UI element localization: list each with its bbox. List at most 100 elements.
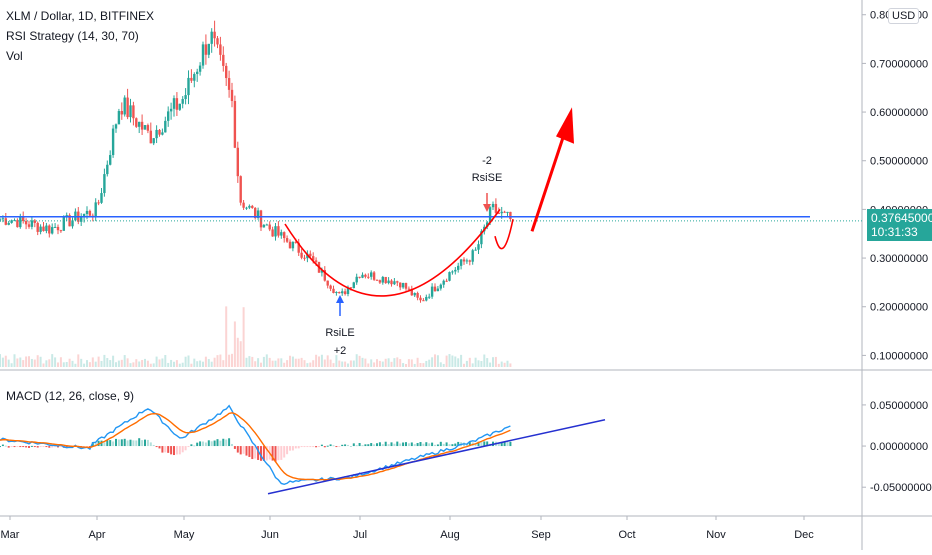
- volume-bar: [204, 356, 207, 367]
- volume-bar: [434, 354, 436, 367]
- macd-histogram-bar: [286, 446, 289, 455]
- macd-histogram-bar: [173, 446, 175, 456]
- candle-body: [36, 222, 39, 232]
- candle-body: [42, 226, 45, 232]
- volume-bar: [335, 355, 338, 367]
- macd-histogram-bar: [216, 439, 219, 447]
- time-tick-label: May: [174, 529, 195, 541]
- candle-body: [312, 256, 315, 261]
- candle-body: [254, 207, 257, 218]
- volume-bar: [112, 355, 115, 367]
- volume-bar: [431, 357, 434, 367]
- macd-title: MACD (12, 26, close, 9): [6, 389, 135, 403]
- macd-histogram-bar: [260, 446, 262, 461]
- candle-body: [390, 280, 393, 285]
- candle-body: [457, 265, 460, 270]
- macd-histogram-bar: [204, 442, 207, 447]
- macd-histogram-bar: [349, 445, 352, 447]
- price-tick-label: 0.20000000: [870, 302, 928, 314]
- candle-body: [497, 212, 500, 214]
- candle-body: [387, 280, 390, 284]
- candle-body: [80, 217, 83, 222]
- volume-bar: [22, 360, 25, 367]
- macd-histogram-bar: [413, 444, 416, 447]
- volume-bar: [239, 341, 242, 367]
- candle-body: [207, 43, 210, 55]
- volume-bar: [280, 358, 283, 367]
- volume-bar: [361, 357, 364, 367]
- volume-bar: [4, 355, 7, 367]
- macd-histogram-bar: [425, 442, 428, 447]
- macd-histogram-bar: [155, 446, 158, 448]
- volume-bar: [355, 354, 358, 367]
- volume-bar: [428, 359, 431, 367]
- macd-histogram-bar: [506, 441, 509, 447]
- candle-body: [138, 121, 141, 127]
- macd-histogram-bar: [274, 446, 277, 462]
- macd-histogram-bar: [120, 439, 123, 447]
- candle-body: [155, 129, 158, 139]
- candle-body: [175, 98, 179, 110]
- volume-bar: [318, 356, 320, 367]
- macd-histogram-bar: [167, 446, 170, 453]
- volume-bar: [425, 360, 428, 367]
- volume-bar: [71, 360, 74, 367]
- candle-body: [401, 282, 405, 288]
- volume-bar: [442, 363, 445, 367]
- volume-bar: [202, 361, 204, 367]
- volume-bar: [86, 360, 88, 367]
- volume-bar: [39, 356, 42, 367]
- macd-histogram-bar: [367, 444, 370, 447]
- volume-bar: [132, 362, 135, 367]
- volume-bar: [454, 356, 457, 367]
- volume-bar: [103, 354, 106, 367]
- volume-bar: [83, 363, 86, 367]
- time-tick-label: Sep: [531, 529, 551, 541]
- volume-bar: [489, 362, 492, 367]
- volume-bar: [65, 361, 68, 367]
- macd-histogram-bar: [132, 440, 135, 447]
- candle-body: [164, 120, 167, 133]
- macd-histogram-bar: [338, 446, 341, 448]
- volume-bar: [439, 362, 442, 367]
- macd-histogram-bar: [254, 446, 257, 459]
- macd-histogram-bar: [283, 446, 286, 458]
- candle-body: [178, 103, 181, 110]
- volume-bar: [138, 361, 141, 367]
- macd-histogram-bar: [51, 446, 54, 448]
- candle-body: [486, 222, 489, 227]
- volume-bar: [74, 363, 77, 367]
- volume-bar: [33, 359, 36, 367]
- volume-bar: [468, 357, 471, 367]
- volume-bar: [373, 362, 376, 367]
- macd-histogram-bar: [219, 440, 222, 447]
- candle-body: [256, 210, 260, 218]
- candle-body: [433, 286, 437, 292]
- volume-bar: [190, 363, 193, 367]
- candle-body: [187, 77, 190, 96]
- currency-button[interactable]: USD: [888, 8, 920, 24]
- candle-body: [129, 105, 132, 118]
- macd-histogram-bar: [207, 440, 210, 447]
- volume-bar: [155, 356, 158, 367]
- volume-bar: [219, 354, 222, 367]
- macd-histogram-bar: [178, 446, 181, 455]
- price-tick-label: 0.10000000: [870, 350, 928, 362]
- volume-bar: [225, 306, 228, 367]
- volume-bar: [268, 357, 271, 367]
- macd-histogram-bar: [399, 443, 402, 447]
- macd-histogram-bar: [135, 440, 138, 447]
- candle-body: [259, 210, 263, 228]
- volume-bar: [378, 360, 381, 367]
- volume-bar: [135, 359, 138, 367]
- candle-body: [465, 260, 469, 262]
- candle-body: [294, 241, 297, 243]
- macd-histogram-bar: [152, 444, 155, 447]
- candle-body: [132, 105, 135, 119]
- candle-body: [349, 287, 353, 289]
- macd-histogram-bar: [468, 442, 471, 447]
- candle-body: [436, 288, 440, 292]
- candle-body: [277, 226, 280, 236]
- macd-histogram-bar: [312, 446, 315, 448]
